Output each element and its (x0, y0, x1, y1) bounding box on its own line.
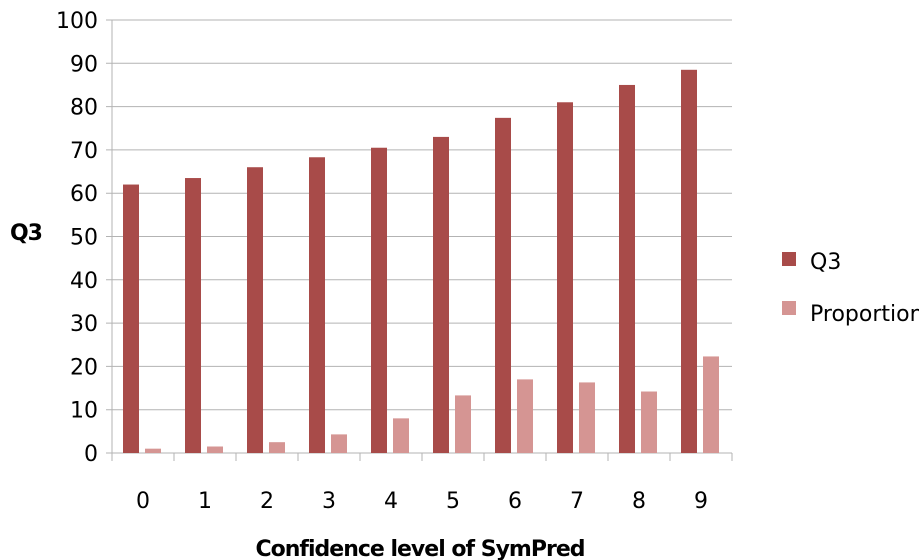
bar-proportion-3 (331, 434, 347, 453)
x-tick-label: 7 (570, 489, 584, 514)
y-tick-label: 100 (56, 9, 98, 34)
bar-q3-0 (123, 184, 139, 454)
x-tick-label: 4 (384, 489, 398, 514)
bar-proportion-9 (703, 356, 719, 453)
bar-proportion-5 (455, 395, 471, 453)
bar-proportion-8 (641, 391, 657, 453)
bar-proportion-6 (517, 379, 533, 453)
y-tick-label: 20 (70, 355, 98, 380)
legend-swatch-q3 (782, 252, 796, 266)
bar-q3-9 (681, 69, 697, 454)
y-tick-label: 80 (70, 96, 98, 121)
bar-q3-8 (619, 84, 635, 453)
x-tick-label: 3 (322, 489, 336, 514)
bar-q3-3 (309, 157, 325, 454)
bar-q3-5 (433, 136, 449, 453)
x-tick-label: 9 (694, 489, 708, 514)
legend-label-proportion: Proportion (810, 302, 919, 327)
x-tick-label: 0 (136, 489, 150, 514)
bar-proportion-1 (207, 446, 223, 453)
bar-proportion-2 (269, 442, 285, 453)
bar-proportion-4 (393, 418, 409, 453)
bar-proportion-0 (145, 448, 161, 453)
bars (123, 69, 719, 454)
y-tick-label: 60 (70, 182, 98, 207)
y-tick-label: 0 (84, 442, 98, 467)
tick-labels: 0 10 20 30 40 50 60 70 80 90 100 0 1 2 3 4 5 6 7 8 9 (56, 9, 708, 514)
y-tick-label: 90 (70, 52, 98, 77)
bar-q3-2 (247, 167, 263, 453)
y-axis-title: Q3 (10, 221, 42, 246)
bar-q3-1 (185, 178, 201, 454)
legend: Q3 Proportion (782, 250, 919, 327)
x-tick-label: 2 (260, 489, 274, 514)
x-tick-label: 5 (446, 489, 460, 514)
x-tick-label: 1 (198, 489, 212, 514)
legend-swatch-proportion (782, 301, 796, 315)
axes (111, 20, 733, 461)
x-axis-title: Confidence level of SymPred (255, 537, 584, 560)
bar-q3-6 (495, 117, 511, 453)
y-tick-label: 10 (70, 399, 98, 424)
gridlines (106, 19, 732, 454)
y-tick-label: 30 (70, 312, 98, 337)
y-tick-label: 40 (70, 269, 98, 294)
y-tick-label: 50 (70, 226, 98, 251)
bar-proportion-7 (579, 382, 595, 453)
bar-q3-7 (557, 102, 573, 454)
y-tick-label: 70 (70, 139, 98, 164)
x-tick-label: 8 (632, 489, 646, 514)
bar-q3-4 (371, 147, 387, 454)
x-tick-label: 6 (508, 489, 522, 514)
legend-label-q3: Q3 (810, 250, 841, 275)
